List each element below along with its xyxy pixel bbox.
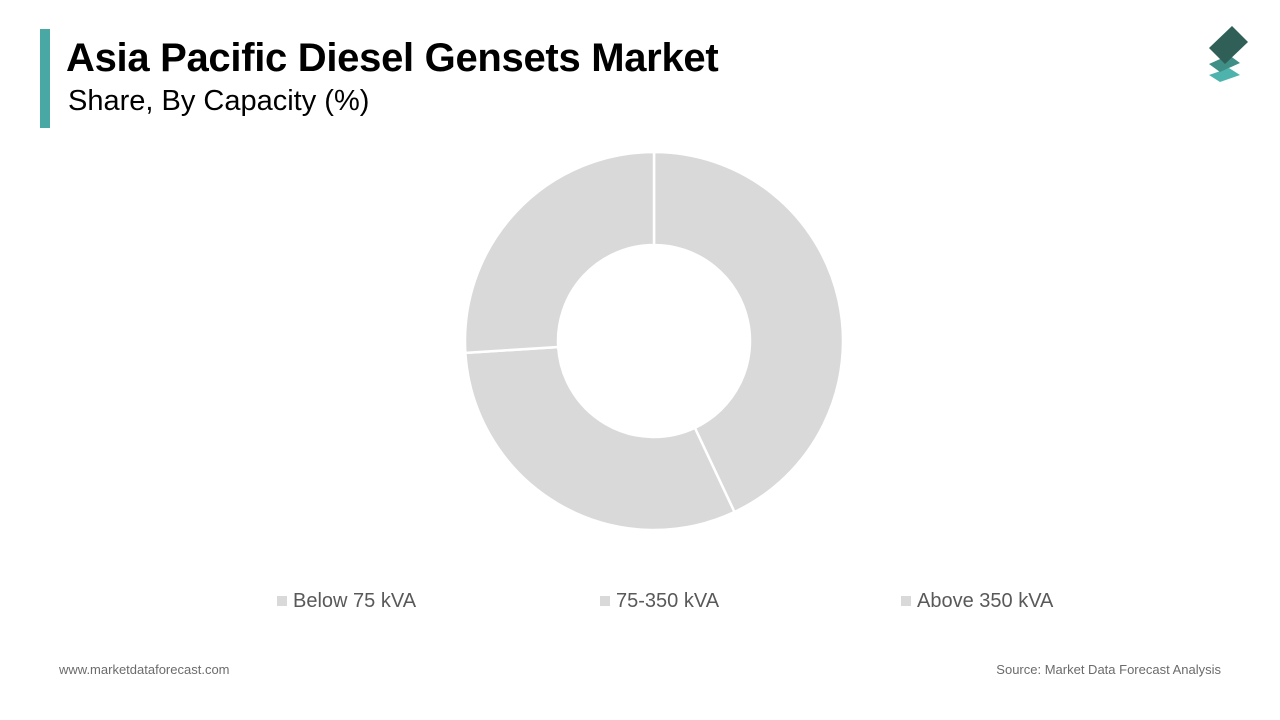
donut-slice-below-75-kva[interactable] xyxy=(652,150,845,514)
chart-subtitle: Share, By Capacity (%) xyxy=(68,85,370,117)
legend-label: 75-350 kVA xyxy=(616,589,720,612)
website-link[interactable]: www.marketdataforecast.com xyxy=(59,662,230,677)
donut-slices xyxy=(463,150,845,532)
legend-item-above-350-kva: Above 350 kVA xyxy=(901,589,1053,613)
logo-layer-top xyxy=(1209,26,1248,64)
stacked-layers-icon xyxy=(1209,26,1248,82)
logo-layer-bottom xyxy=(1209,68,1240,82)
chart-title: Asia Pacific Diesel Gensets Market xyxy=(66,36,719,80)
legend-label: Below 75 kVA xyxy=(293,589,417,612)
legend-item-75-350-kva: 75-350 kVA xyxy=(600,589,719,613)
donut-slice-75-350-kva[interactable] xyxy=(464,345,737,532)
legend-swatch xyxy=(600,596,610,606)
legend-swatch xyxy=(901,596,911,606)
donut-slice-above-350-kva[interactable] xyxy=(463,150,656,355)
legend-label: Above 350 kVA xyxy=(917,589,1054,612)
source-note: Source: Market Data Forecast Analysis xyxy=(996,662,1221,677)
legend-swatch xyxy=(277,596,287,606)
legend-item-below-75-kva: Below 75 kVA xyxy=(277,589,416,613)
title-accent-bar xyxy=(40,29,50,128)
